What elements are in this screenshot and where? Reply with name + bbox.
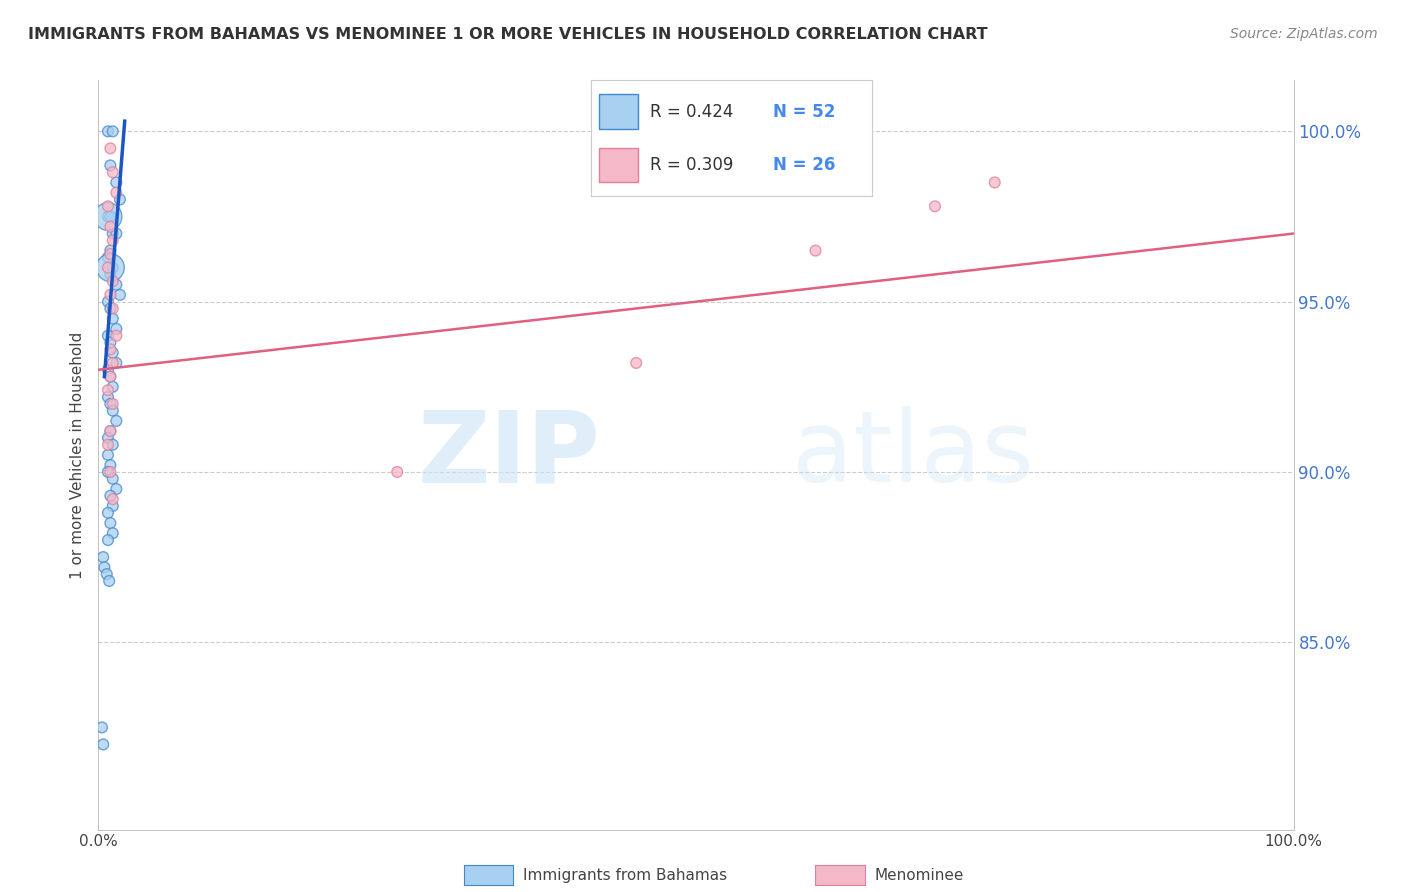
Point	[97, 328, 120, 343]
Point	[804, 244, 827, 258]
Point	[97, 438, 120, 452]
Point	[101, 438, 124, 452]
Text: N = 52: N = 52	[773, 103, 835, 120]
Point	[98, 465, 122, 479]
Point	[98, 210, 122, 224]
Point	[105, 328, 128, 343]
Text: Source: ZipAtlas.com: Source: ZipAtlas.com	[1230, 27, 1378, 41]
Y-axis label: 1 or more Vehicles in Household: 1 or more Vehicles in Household	[69, 331, 84, 579]
Point	[98, 301, 122, 316]
Point	[97, 294, 120, 309]
Point	[924, 199, 946, 213]
Point	[98, 244, 122, 258]
Text: R = 0.424: R = 0.424	[650, 103, 733, 120]
Text: R = 0.309: R = 0.309	[650, 156, 733, 174]
Point	[98, 247, 122, 261]
Point	[101, 526, 124, 541]
Point	[101, 403, 124, 417]
Point	[101, 356, 124, 370]
Point	[105, 176, 128, 190]
FancyBboxPatch shape	[599, 95, 638, 129]
Point	[98, 369, 122, 384]
Point	[98, 343, 122, 357]
Point	[101, 233, 124, 247]
Point	[97, 363, 120, 377]
Point	[101, 311, 124, 326]
Point	[93, 560, 115, 574]
Point	[91, 720, 114, 734]
Point	[101, 499, 124, 513]
Point	[105, 227, 128, 241]
Point	[97, 533, 120, 547]
Point	[96, 567, 118, 582]
Point	[91, 550, 114, 565]
Point	[98, 219, 122, 234]
Text: IMMIGRANTS FROM BAHAMAS VS MENOMINEE 1 OR MORE VEHICLES IN HOUSEHOLD CORRELATION: IMMIGRANTS FROM BAHAMAS VS MENOMINEE 1 O…	[28, 27, 988, 42]
Point	[97, 431, 120, 445]
Point	[101, 124, 124, 138]
Point	[97, 465, 120, 479]
Point	[98, 288, 122, 302]
Point	[98, 424, 122, 438]
Text: Menominee: Menominee	[875, 868, 965, 882]
Point	[98, 489, 122, 503]
Point	[97, 448, 120, 462]
Point	[108, 288, 131, 302]
Point	[101, 397, 124, 411]
Point	[385, 465, 409, 479]
Point	[101, 345, 124, 359]
Point	[98, 574, 121, 588]
Point	[105, 414, 128, 428]
Point	[105, 277, 128, 292]
Point	[98, 335, 122, 350]
Point	[97, 390, 120, 404]
Point	[97, 383, 120, 397]
Point	[98, 424, 122, 438]
Point	[98, 260, 122, 275]
Point	[105, 482, 128, 496]
Point	[98, 369, 122, 384]
Point	[98, 458, 122, 472]
Point	[98, 158, 122, 172]
Point	[91, 738, 114, 752]
Point	[101, 492, 124, 507]
Point	[105, 356, 128, 370]
Point	[984, 176, 1007, 190]
Text: Immigrants from Bahamas: Immigrants from Bahamas	[523, 868, 727, 882]
Point	[97, 251, 120, 265]
Point	[105, 186, 128, 200]
FancyBboxPatch shape	[599, 147, 638, 182]
Point	[97, 210, 120, 224]
Point	[97, 199, 120, 213]
Point	[98, 516, 122, 530]
Point	[101, 227, 124, 241]
Point	[101, 472, 124, 486]
Text: atlas: atlas	[792, 407, 1033, 503]
Point	[98, 397, 122, 411]
Point	[97, 260, 120, 275]
Point	[101, 380, 124, 394]
Text: N = 26: N = 26	[773, 156, 835, 174]
Point	[105, 322, 128, 336]
Point	[97, 210, 120, 224]
Point	[101, 301, 124, 316]
Point	[101, 165, 124, 179]
Point	[97, 124, 120, 138]
Point	[101, 274, 124, 288]
Point	[98, 141, 122, 155]
Point	[98, 268, 122, 282]
Text: ZIP: ZIP	[418, 407, 600, 503]
Point	[97, 506, 120, 520]
Point	[101, 260, 124, 275]
Point	[626, 356, 648, 370]
Point	[108, 193, 131, 207]
